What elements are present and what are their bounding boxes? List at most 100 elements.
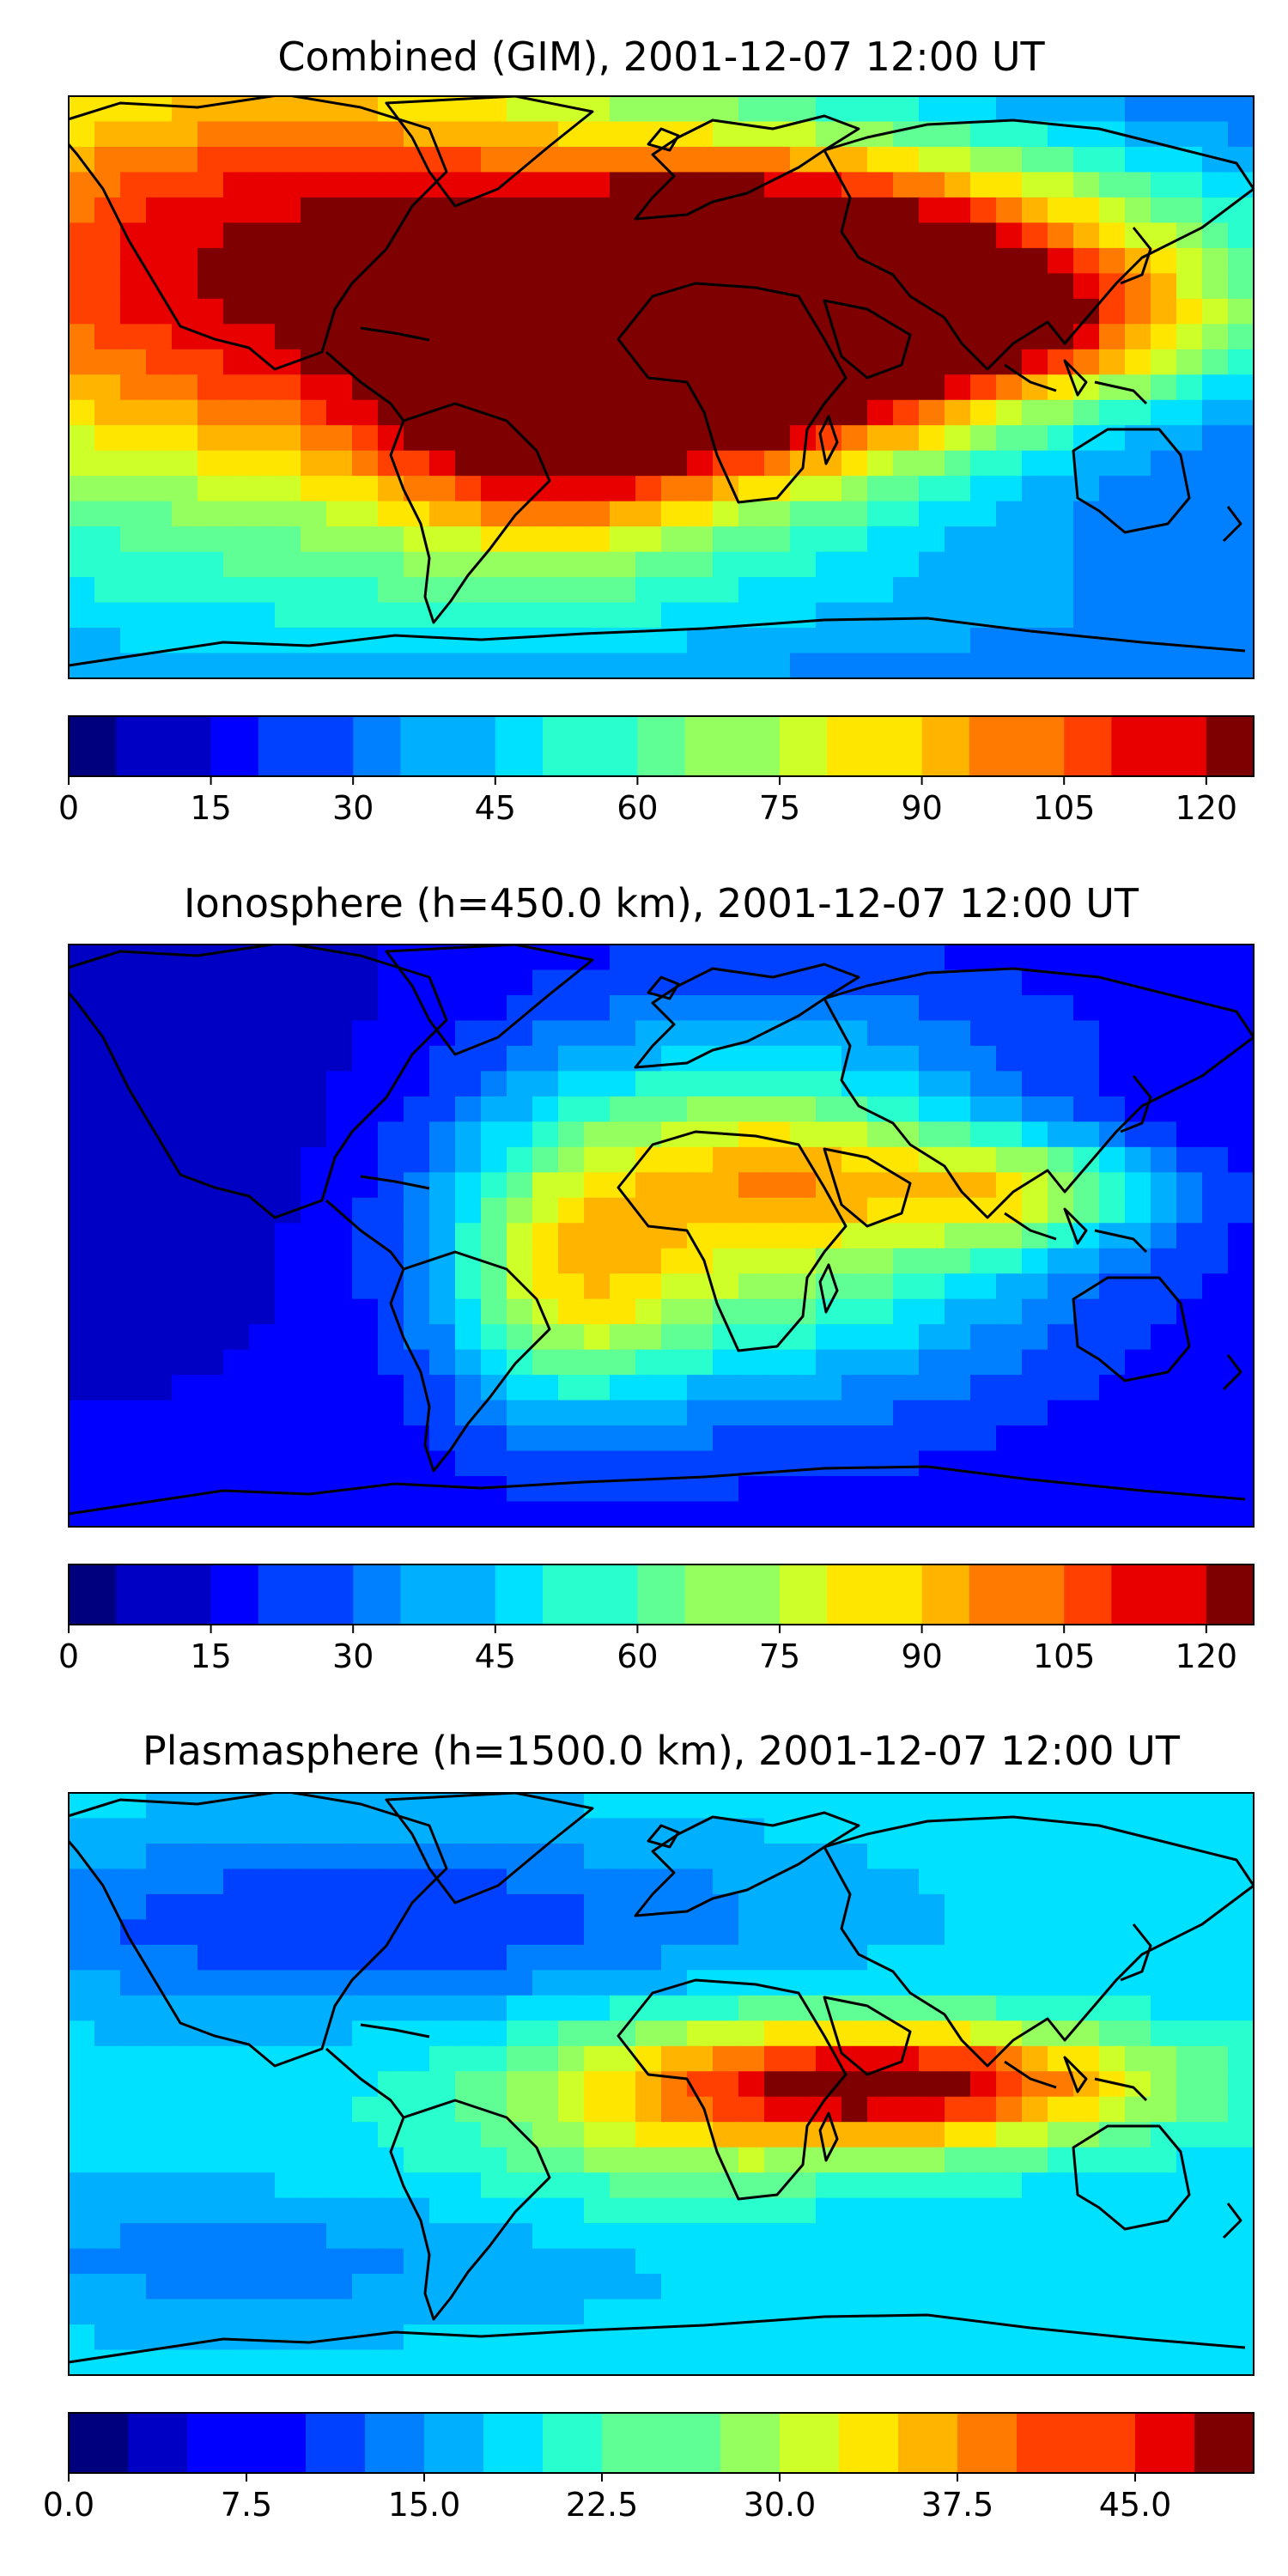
heat-cell [352,298,379,325]
heat-cell [738,2172,765,2199]
heat-cell [146,1818,173,1844]
heat-cell [301,1020,327,1047]
heat-cell [532,1375,559,1401]
heat-cell [1151,945,1177,971]
heat-cell [481,1893,507,1920]
heat-cell [816,476,842,502]
heat-cell [326,602,353,629]
heat-cell [223,1868,250,1895]
heat-cell [584,1298,611,1325]
heat-cell [713,2223,739,2250]
heat-cell [867,96,894,123]
heat-cell [120,2045,147,2072]
heat-cell [120,2172,147,2199]
heat-cell [1202,2248,1229,2275]
heat-cell [249,349,276,375]
heat-cell [532,2122,559,2148]
heat-cell [945,1223,971,1249]
heat-cell [352,1273,379,1300]
heat-cell [120,1868,147,1895]
heat-cell [507,1919,533,1946]
heat-cell [1228,1893,1254,1920]
heat-cell [404,1970,430,1996]
heat-cell [919,1248,945,1274]
heat-cell [378,2197,404,2224]
heat-cell [1176,1020,1203,1047]
heat-cell [1176,1868,1203,1895]
heat-cell [275,1450,301,1477]
heat-cell [223,2122,250,2148]
heat-cell [94,2274,121,2300]
heat-cell [713,2020,739,2047]
heat-cell [738,2349,765,2375]
heat-cell [378,653,404,678]
heat-cell [661,2096,688,2123]
heat-cell [635,1400,662,1426]
heat-cell [172,247,198,274]
heat-cell [919,425,945,452]
heat-cell [841,172,868,198]
heat-cell [661,2299,688,2325]
heat-cell [301,1248,327,1274]
heat-cell [249,2096,276,2123]
heat-cell [687,1096,714,1122]
heat-cell [223,172,250,198]
heat-cell [945,1893,971,1920]
heat-cell [507,628,533,654]
heat-cell [1228,349,1254,375]
heat-cell [223,1450,250,1477]
heat-cell [687,1197,714,1224]
heat-cell [532,628,559,654]
heat-cell [455,1944,482,1971]
heat-cell [301,476,327,502]
heat-cell [404,1944,430,1971]
heat-cell [635,551,662,578]
heat-cell [738,1476,765,1503]
heat-cell [1099,450,1126,477]
heat-cell [429,2071,456,2098]
heat-cell [790,628,817,654]
heat-cell [970,2248,997,2275]
heat-cell [120,1273,147,1300]
heat-cell [635,1450,662,1477]
heat-cell [816,526,842,553]
heat-cell [816,1818,842,1844]
heat-cell [326,450,353,477]
heat-cell [1125,399,1151,426]
heat-cell [532,602,559,629]
heat-cell [455,476,482,502]
heat-cell [455,1450,482,1477]
heat-cell [867,2020,894,2047]
heat-cell [326,2274,353,2300]
heat-cell [919,1843,945,1870]
colorbar-swatch [839,2413,899,2473]
heat-cell [919,222,945,249]
heat-cell [146,945,173,971]
heat-cell [970,172,997,198]
heat-cell [69,1121,95,1148]
heat-cell [69,1868,95,1895]
heat-cell [1073,1020,1100,1047]
heat-cell [919,298,945,325]
heat-cell [970,476,997,502]
heat-cell [1073,2324,1100,2351]
heat-cell [867,1893,894,1920]
heat-cell [146,1071,173,1097]
heat-cell [1176,1476,1203,1503]
heat-cell [841,298,868,325]
heat-cell [945,2045,971,2072]
heat-cell [919,1045,945,1072]
heat-cell [610,2248,636,2275]
heat-cell [1048,2349,1074,2375]
heat-cell [197,1970,224,1996]
heat-cell [996,526,1023,553]
heat-cell [687,945,714,971]
heat-cell [661,501,688,527]
heat-cell [507,399,533,426]
heat-cell [841,1273,868,1300]
heat-cell [455,2147,482,2173]
heat-cell [172,1324,198,1351]
heat-cell [507,1223,533,1249]
heat-cell [687,2349,714,2375]
heat-cell [120,1071,147,1097]
